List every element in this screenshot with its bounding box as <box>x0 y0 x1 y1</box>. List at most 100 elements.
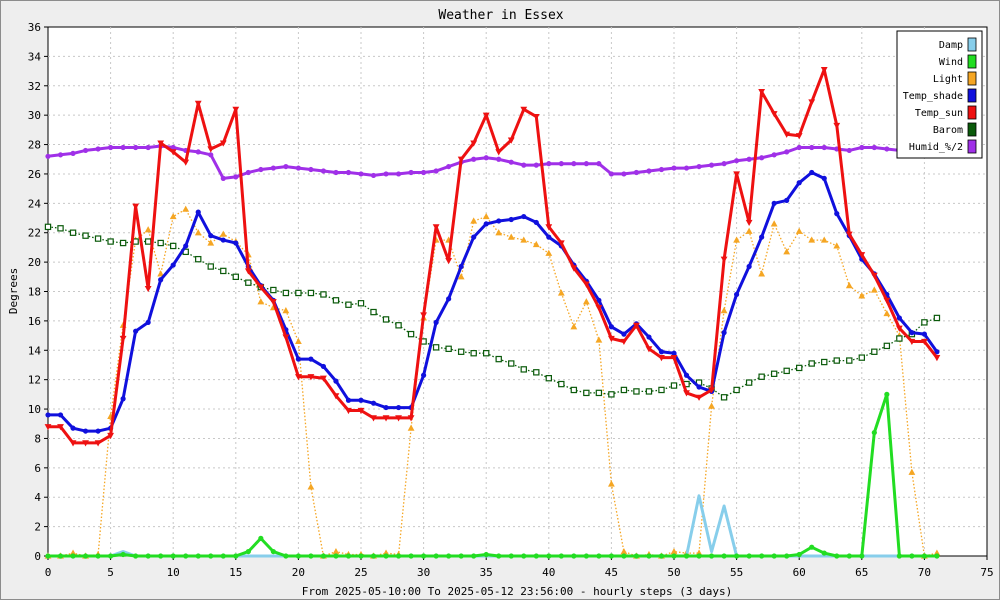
temp-sun-point <box>82 440 89 447</box>
legend-label-barom: Barom <box>933 125 963 136</box>
x-tick-label: 75 <box>980 566 993 579</box>
wind-point <box>596 553 602 559</box>
barom-point <box>94 235 102 242</box>
barom-point <box>720 394 728 401</box>
wind-point <box>896 553 902 559</box>
temp-sun-point <box>582 281 590 288</box>
wind-point <box>183 553 189 559</box>
barom-point <box>195 255 202 263</box>
temp-shade-point <box>45 412 51 418</box>
humid-2-point <box>571 161 577 167</box>
temp-sun-point <box>157 140 165 147</box>
temp-shade-point <box>496 218 502 224</box>
light-point <box>795 227 803 234</box>
humid-2-point <box>884 146 890 152</box>
barom-point <box>332 297 340 304</box>
legend-swatch-wind <box>967 54 977 69</box>
barom-point <box>583 389 590 397</box>
temp-shade-point <box>320 363 327 370</box>
humid-2-point <box>345 169 352 176</box>
barom-point <box>382 316 390 323</box>
light-point <box>858 292 866 299</box>
humid-2-point <box>508 159 514 165</box>
humid-2-point <box>546 161 552 167</box>
wind-point <box>433 553 439 559</box>
y-tick-label: 34 <box>28 50 42 63</box>
light-point <box>332 547 340 555</box>
humid-2-point <box>846 147 852 154</box>
temp-shade-point <box>671 350 677 356</box>
temp-sun-point <box>808 99 816 106</box>
humid-2-point <box>433 168 439 174</box>
humid-2-point <box>133 144 139 151</box>
wind-point <box>320 553 327 559</box>
temp-sun-point <box>708 387 715 394</box>
temp-shade-point <box>646 334 652 340</box>
wind-point <box>245 548 251 555</box>
y-tick-label: 36 <box>28 21 41 34</box>
y-tick-label: 20 <box>28 256 41 269</box>
barom-point <box>783 367 790 375</box>
x-tick-label: 15 <box>229 566 242 579</box>
temp-shade-point <box>446 296 452 302</box>
temp-shade-point <box>508 216 514 223</box>
temp-sun-point <box>595 305 603 312</box>
temp-shade-point <box>546 234 552 240</box>
barom-point <box>395 322 402 329</box>
temp-sun-point <box>144 285 152 293</box>
wind-point <box>258 535 264 541</box>
humid-2-point <box>258 166 264 173</box>
temp-shade-point <box>333 378 339 384</box>
barom-point <box>858 354 866 361</box>
wind-point <box>383 553 389 559</box>
chart-title: Weather in Essex <box>438 8 563 23</box>
y-tick-label: 10 <box>28 403 41 416</box>
humid-2-point <box>859 144 865 151</box>
y-tick-label: 12 <box>28 374 41 387</box>
x-tick-label: 50 <box>667 566 680 579</box>
temp-shade-point <box>70 425 76 431</box>
temp-sun-point <box>332 393 340 400</box>
humid-2-point <box>308 166 314 173</box>
temp-sun-point <box>194 100 202 108</box>
humid-2-point <box>734 158 740 164</box>
light-point <box>169 212 177 220</box>
light-point <box>482 212 490 220</box>
wind-point <box>133 553 139 559</box>
light-point <box>570 323 578 330</box>
humid-2-point <box>658 166 665 173</box>
barom-point <box>896 335 903 342</box>
humid-2-point <box>646 168 652 174</box>
wind-point <box>370 553 377 559</box>
barom-point <box>69 229 77 236</box>
light-point <box>194 229 202 236</box>
temp-sun-point <box>507 137 515 144</box>
barom-point <box>670 382 678 389</box>
light-point <box>720 307 728 314</box>
humid-2-point <box>383 171 389 177</box>
temp-shade-point <box>120 396 126 402</box>
humid-2-point <box>596 161 602 167</box>
barom-point <box>270 286 277 294</box>
barom-point <box>320 291 327 298</box>
temp-sun-point <box>933 355 941 362</box>
y-tick-label: 2 <box>34 521 41 534</box>
temp-sun-point <box>733 171 740 178</box>
wind-point <box>533 553 539 559</box>
barom-point <box>533 369 540 376</box>
temp-sun-point <box>608 335 615 343</box>
temp-sun-point <box>845 231 853 238</box>
temp-sun-point <box>132 203 140 210</box>
light-point <box>495 229 503 236</box>
wind-point <box>621 553 627 559</box>
light-point <box>520 236 528 243</box>
temp-sun-point <box>345 407 352 415</box>
legend-label-damp: Damp <box>939 40 963 51</box>
legend-label-humid-2: Humid_%/2 <box>909 142 963 153</box>
x-tick-label: 35 <box>480 566 493 579</box>
barom-point <box>470 350 477 357</box>
x-tick-label: 30 <box>417 566 430 579</box>
y-tick-label: 26 <box>28 168 41 181</box>
temp-sun-point <box>557 240 565 247</box>
temp-shade-point <box>82 428 89 434</box>
